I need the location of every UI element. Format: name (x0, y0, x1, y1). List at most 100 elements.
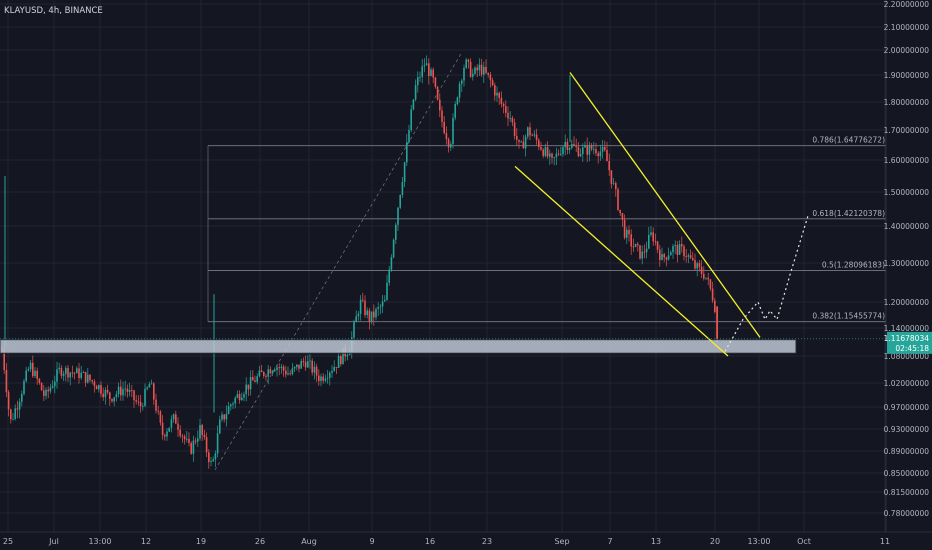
candle-body (487, 72, 489, 75)
candle-body (641, 251, 643, 259)
candle-body (254, 380, 256, 382)
candle-body (210, 461, 212, 463)
candle-body (313, 366, 316, 373)
candle-body (291, 368, 294, 374)
candle-body (137, 401, 140, 403)
candle-body (113, 397, 115, 402)
candle-body (670, 252, 672, 256)
candle-body (186, 438, 188, 440)
falling-wedge-lines[interactable] (514, 72, 761, 357)
candle-body (643, 251, 646, 253)
candle-body (128, 390, 131, 392)
candle-body (384, 299, 386, 302)
candle-body (109, 392, 111, 399)
candle-body (98, 385, 100, 390)
candle-body (447, 139, 450, 148)
candle-body (146, 387, 148, 389)
candle-body (544, 147, 547, 156)
support-zone-rectangle[interactable] (0, 339, 797, 354)
candle-body (282, 366, 285, 371)
candle-body (315, 366, 318, 376)
price-label: 1.90000000 (884, 71, 930, 80)
candle-body (696, 263, 698, 269)
candle-body (199, 425, 201, 439)
candle-body (637, 243, 639, 246)
candle-body (241, 397, 243, 401)
candle-body (694, 259, 696, 269)
candle-body (12, 418, 14, 420)
candle-body (285, 370, 287, 375)
candle-body (320, 376, 322, 382)
projection-path-dotted[interactable] (724, 215, 809, 352)
price-label: 1.60000000 (884, 156, 930, 165)
candle-body (168, 427, 170, 432)
candle-body (45, 389, 47, 396)
candle-body (122, 389, 124, 396)
candle-body (397, 207, 399, 225)
candle-body (256, 376, 258, 382)
time-axis[interactable]: 25 Jul 13:00 12 19 26 Aug 9 16 23 Sep 7 13 20 13:00 Oct… (0, 531, 932, 550)
candle-body (76, 368, 78, 374)
candle-body (357, 313, 360, 317)
candle-body (401, 181, 404, 196)
candle-body (247, 384, 250, 390)
price-label: 0.85000000 (884, 469, 930, 478)
candle-body (632, 246, 635, 248)
candle-body (454, 104, 456, 118)
candle-body (177, 423, 179, 430)
candle-body (579, 154, 582, 157)
candle-body (287, 373, 289, 375)
candle-body (714, 300, 716, 313)
price-axis[interactable]: 2.20000000 2.10000000 2.00000000 1.90000000… (884, 0, 932, 532)
candle-body (260, 370, 263, 373)
candle-body (7, 392, 10, 410)
candle-body (106, 389, 109, 393)
time-label: 13:00 (747, 537, 770, 546)
candle-body (434, 77, 437, 87)
candle-body (324, 378, 327, 381)
price-label: 1.80000000 (884, 98, 930, 107)
candle-body (518, 139, 520, 142)
candle-body (709, 279, 712, 289)
candle-body (505, 106, 507, 113)
candle-body (604, 146, 606, 150)
candle-body (478, 64, 481, 71)
candle-body (348, 352, 351, 356)
candle-body (335, 367, 338, 368)
candle-body (593, 149, 595, 151)
fibonacci-retracement[interactable]: 0.786(1.64776272) 0.618(1.42120378) 0.5(1.… (207, 136, 886, 323)
candle-body (432, 69, 434, 78)
candle-body (227, 406, 230, 414)
price-label: 0.97000000 (884, 403, 930, 412)
candle-body (575, 145, 577, 148)
candle-body (538, 140, 540, 147)
candle-body (421, 66, 423, 77)
candle-body (659, 249, 661, 260)
candle-body (379, 306, 382, 308)
candle-body (648, 234, 650, 249)
candle-body (617, 189, 619, 210)
candle-body (683, 246, 685, 257)
candle-body (621, 213, 624, 220)
candle-body (80, 372, 82, 379)
time-label: Jul (48, 537, 59, 546)
candle-body (236, 394, 239, 398)
candle-body (540, 146, 542, 150)
candle-body (412, 99, 415, 110)
fib-level-label: 0.786(1.64776272) (812, 136, 885, 145)
last-price-value: 1.11678034 (884, 334, 930, 343)
candle-body (533, 134, 536, 136)
candle-body (441, 110, 443, 122)
candle-body (436, 86, 439, 100)
candle-body (711, 288, 714, 301)
time-label: Oct (797, 537, 811, 546)
candle-body (498, 92, 500, 98)
candle-body (144, 388, 146, 406)
candle-body (166, 431, 168, 437)
candle-body (555, 153, 558, 158)
candle-body (665, 257, 668, 260)
candle-body (626, 229, 628, 238)
candle-body (430, 69, 432, 76)
candle-body (249, 377, 252, 390)
